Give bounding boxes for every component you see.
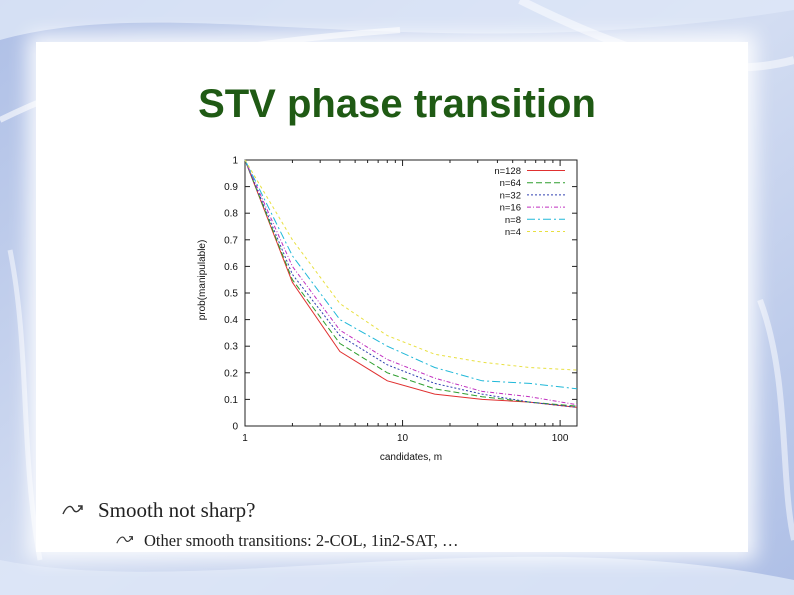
legend-label: n=128 xyxy=(494,166,521,177)
legend-label: n=32 xyxy=(500,190,521,201)
series-line-2 xyxy=(244,159,578,407)
y-tick-label: 0.2 xyxy=(224,368,238,379)
y-tick-label: 0.6 xyxy=(224,262,238,273)
y-tick-label: 0.3 xyxy=(224,342,238,353)
bullet-item-1: Smooth not sharp? xyxy=(62,496,256,524)
x-tick-label: 1 xyxy=(242,433,248,444)
bullet-item-2: Other smooth transitions: 2-COL, 1in2-SA… xyxy=(116,530,459,552)
bullet-text-2: Other smooth transitions: 2-COL, 1in2-SA… xyxy=(144,531,459,550)
legend-label: n=16 xyxy=(500,203,521,214)
legend-label: n=64 xyxy=(500,178,521,189)
x-tick-label: 100 xyxy=(552,433,569,444)
y-tick-label: 0.4 xyxy=(224,315,238,326)
y-tick-label: 0.9 xyxy=(224,182,238,193)
legend-label: n=4 xyxy=(505,227,521,238)
series-line-6 xyxy=(244,159,578,371)
series-line-3 xyxy=(244,159,578,408)
legend-label: n=8 xyxy=(505,215,521,226)
slide-title: STV phase transition xyxy=(198,82,596,126)
series-line-4 xyxy=(244,159,578,406)
chart: 0 0.1 0.2 0.3 0.4 0.5 0.6 0.7 0.8 0.9 1 1 10 100 candi… xyxy=(172,139,586,475)
y-tick-label: 1 xyxy=(232,156,238,167)
curly-arrow-icon xyxy=(116,531,134,551)
y-tick-label: 0 xyxy=(232,422,238,433)
plot-frame xyxy=(244,159,578,427)
bullet-text-1: Smooth not sharp? xyxy=(98,497,256,522)
x-axis-label: candidates, m xyxy=(380,452,442,463)
y-tick-label: 0.1 xyxy=(224,395,238,406)
curly-arrow-icon xyxy=(62,498,84,523)
x-tick-label: 10 xyxy=(397,433,409,444)
y-tick-label: 0.8 xyxy=(224,209,238,220)
series-line-5 xyxy=(244,159,578,390)
y-tick-label: 0.7 xyxy=(224,235,238,246)
y-axis-label: prob(manipulable) xyxy=(197,240,208,321)
chart-svg: 0 0.1 0.2 0.3 0.4 0.5 0.6 0.7 0.8 0.9 1 1 10 100 candi… xyxy=(197,156,578,463)
y-tick-label: 0.5 xyxy=(224,289,238,300)
series-line-1 xyxy=(244,159,578,408)
